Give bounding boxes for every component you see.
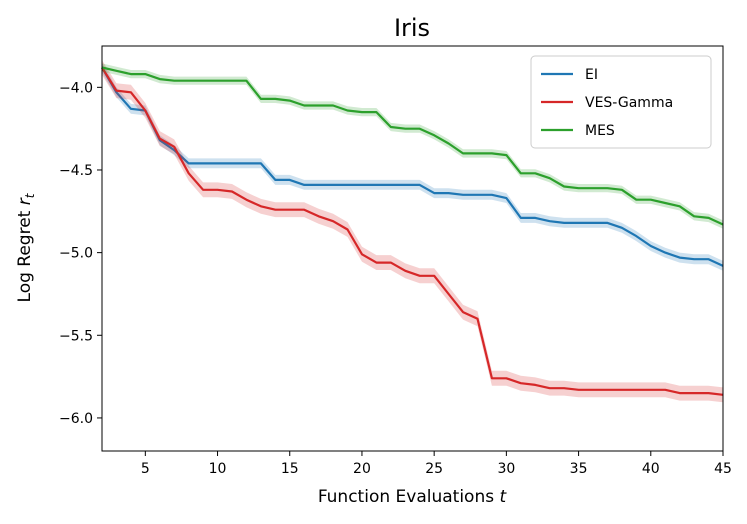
- y-axis: −4.0 −4.5 −5.0 −5.5 −6.0: [59, 80, 102, 427]
- series-line-0: [101, 66, 724, 267]
- y-tick-label: −5.5: [59, 328, 93, 344]
- plot-area: [101, 60, 724, 403]
- x-tick-label: 35: [570, 461, 588, 477]
- x-tick-label: 25: [425, 461, 443, 477]
- x-tick-label: 45: [714, 461, 732, 477]
- y-tick-label: −4.0: [59, 80, 93, 96]
- x-tick-label: 10: [209, 461, 227, 477]
- legend: EI VES-Gamma MES: [530, 55, 712, 149]
- x-axis: 5 10 15 20 25 30 35 40 45: [141, 451, 732, 477]
- axes-frame: [101, 45, 724, 452]
- legend-box: [530, 55, 712, 149]
- x-tick-label: 15: [281, 461, 299, 477]
- y-axis-label: Log Regret rt: [15, 192, 37, 302]
- x-tick-label: 30: [497, 461, 515, 477]
- series-line-2: [101, 66, 724, 226]
- x-tick-label: 20: [353, 461, 371, 477]
- legend-label: MES: [585, 123, 615, 139]
- series-line-1: [101, 66, 724, 396]
- x-axis-label: Function Evaluations t: [318, 487, 508, 507]
- x-tick-label: 5: [141, 461, 150, 477]
- series-band-0: [102, 62, 723, 271]
- legend-label: VES-Gamma: [585, 95, 673, 111]
- y-tick-label: −6.0: [59, 411, 93, 427]
- chart-title: Iris: [394, 14, 430, 42]
- x-tick-label: 40: [642, 461, 660, 477]
- y-tick-label: −4.5: [59, 163, 93, 179]
- y-tick-label: −5.0: [59, 246, 93, 262]
- legend-label: EI: [585, 67, 598, 83]
